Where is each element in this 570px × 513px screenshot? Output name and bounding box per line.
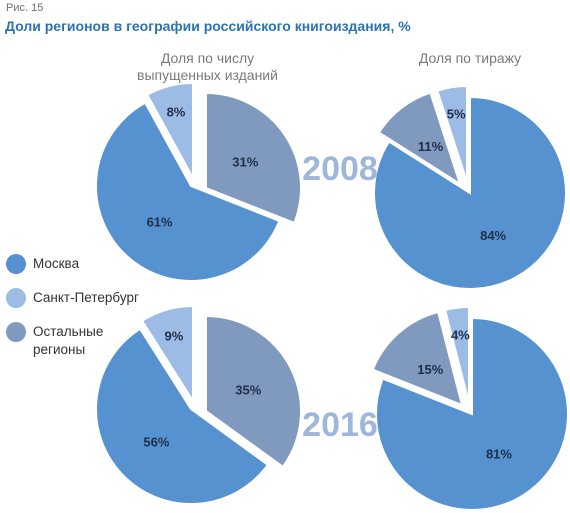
pie-slice-2008-circulation-spb — [436, 84, 468, 183]
pie-label-2008-circulation-moscow: 84% — [480, 228, 506, 243]
legend-label-other-line2: регионы — [33, 342, 86, 357]
pie-label-2008-circulation-other: 11% — [418, 139, 444, 154]
legend-label-other: Остальные регионы — [33, 323, 103, 359]
pie-slice-2016-count-other — [205, 314, 302, 469]
column-header-circulation-line1: Доля по тиражу — [418, 50, 522, 66]
pie-slice-2008-count-moscow — [95, 101, 281, 282]
legend-marker-other — [6, 322, 26, 342]
pie-slice-2016-circulation-spb — [443, 305, 470, 404]
legend-label-other-line1: Остальные — [33, 324, 104, 339]
pie-slice-2008-circulation-other — [377, 91, 462, 187]
pie-label-2008-count-spb: 8% — [167, 105, 186, 120]
pie-label-2016-count-moscow: 56% — [143, 435, 169, 450]
pie-slice-2008-circulation-moscow — [373, 95, 567, 290]
column-header-count-line1: Доля по числу — [160, 50, 255, 66]
pie-label-2016-circulation-spb: 4% — [451, 327, 470, 342]
pie-slice-2016-count-moscow — [95, 327, 270, 505]
pie-label-2008-count-moscow: 61% — [147, 215, 173, 230]
pie-label-2016-count-spb: 9% — [165, 328, 184, 343]
pie-slice-2016-circulation-moscow — [375, 316, 569, 511]
year-label-2016: 2016 — [302, 406, 378, 444]
pie-slice-2016-count-spb — [140, 304, 194, 405]
legend-marker-spb — [6, 288, 26, 308]
pie-slice-2008-count-spb — [145, 81, 194, 179]
pie-slice-2008-count-other — [205, 91, 302, 225]
chart-title: Доли регионов в географии российского кн… — [5, 18, 411, 34]
pie-label-2008-circulation-spb: 5% — [447, 107, 466, 122]
column-header-count-line2: выпущенных изданий — [137, 67, 278, 83]
legend-marker-moscow — [6, 254, 26, 274]
legend-label-moscow: Москва — [33, 256, 80, 271]
pie-slice-2016-circulation-other — [371, 310, 464, 407]
pie-label-2008-count-other: 31% — [232, 154, 258, 169]
legend-label-spb: Санкт-Петербург — [33, 290, 139, 305]
pie-label-2016-circulation-other: 15% — [417, 362, 443, 377]
year-label-2008: 2008 — [302, 150, 378, 188]
column-header-count: Доля по числу выпущенных изданий — [95, 50, 320, 84]
pie-group: 31% 61% 8% 84% 11% 5% 35% 56% 9% 81% 15% 4% — [95, 81, 569, 511]
column-header-circulation: Доля по тиражу — [380, 50, 560, 67]
figure-label: Рис. 15 — [6, 2, 44, 14]
pie-label-2016-count-other: 35% — [235, 382, 261, 397]
pie-label-2016-circulation-moscow: 81% — [486, 447, 512, 462]
